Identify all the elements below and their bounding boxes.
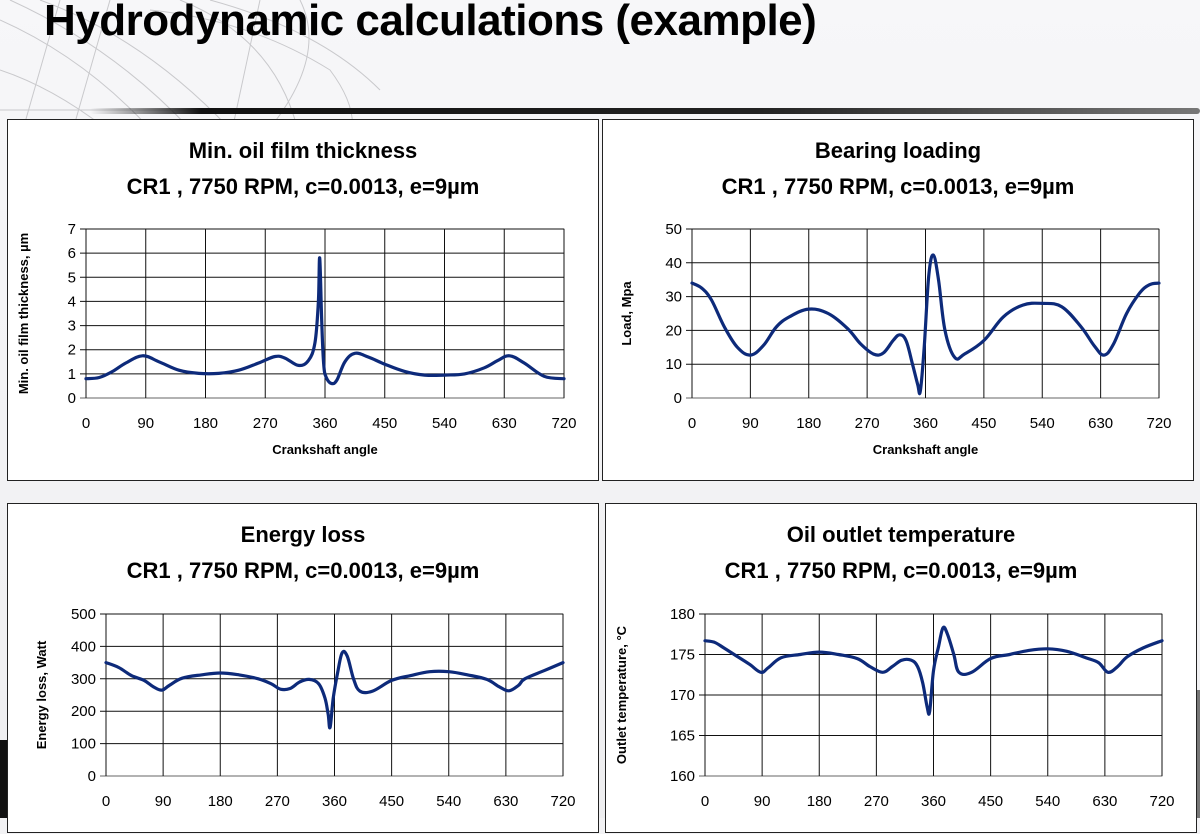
x-tick-label: 630	[493, 793, 518, 810]
x-tick-label: 450	[379, 793, 404, 810]
y-tick-label: 50	[665, 221, 682, 238]
series-line	[703, 625, 1164, 716]
x-tick-label: 180	[193, 415, 218, 432]
x-tick-label: 720	[1149, 793, 1174, 810]
y-tick-label: 500	[71, 606, 96, 623]
chart-panel-outlet-temperature: Oil outlet temperature CR1 , 7750 RPM, c…	[605, 503, 1197, 833]
x-tick-label: 0	[102, 793, 110, 810]
x-tick-label: 0	[82, 415, 90, 432]
x-tick-label: 180	[208, 793, 233, 810]
x-tick-label: 450	[971, 415, 996, 432]
y-tick-label: 0	[68, 390, 76, 407]
x-tick-label: 540	[432, 415, 457, 432]
x-tick-label: 450	[978, 793, 1003, 810]
x-tick-label: 720	[551, 415, 576, 432]
chart-panel-energy-loss: Energy loss CR1 , 7750 RPM, c=0.0013, e=…	[7, 503, 599, 833]
y-tick-label: 175	[670, 647, 695, 664]
chart-subtitle: CR1 , 7750 RPM, c=0.0013, e=9µm	[724, 558, 1078, 583]
x-tick-label: 540	[436, 793, 461, 810]
x-axis-label: Crankshaft angle	[272, 442, 377, 457]
chart-title: Energy loss	[240, 522, 366, 547]
chart-title: Oil outlet temperature	[786, 522, 1016, 547]
y-tick-label: 20	[665, 322, 682, 339]
y-tick-label: 0	[88, 768, 96, 785]
x-tick-label: 180	[807, 793, 832, 810]
y-tick-label: 40	[665, 255, 682, 272]
x-tick-label: 90	[137, 415, 154, 432]
title-divider	[90, 108, 1200, 114]
decorative-wireframe-graphic	[0, 0, 480, 140]
x-tick-label: 450	[372, 415, 397, 432]
x-tick-label: 360	[322, 793, 347, 810]
x-tick-label: 90	[754, 793, 771, 810]
series-line	[104, 649, 565, 730]
x-tick-label: 540	[1035, 793, 1060, 810]
y-tick-label: 3	[68, 318, 76, 335]
y-tick-label: 1	[68, 366, 76, 383]
y-tick-label: 165	[670, 728, 695, 745]
x-tick-label: 540	[1030, 415, 1055, 432]
x-tick-label: 270	[253, 415, 278, 432]
y-axis-label: Load, Mpa	[619, 281, 634, 346]
x-tick-label: 360	[312, 415, 337, 432]
chart-svg: 0 1 2 3 4 5 6 7 0 90 180 270 360 450 540 630 720 Min. oil…	[16, 221, 577, 457]
x-tick-label: 720	[1146, 415, 1171, 432]
y-tick-label: 170	[670, 687, 695, 704]
y-tick-label: 2	[68, 342, 76, 359]
chart-title: Min. oil film thickness	[188, 138, 418, 163]
x-tick-label: 270	[855, 415, 880, 432]
chart-panel-oil-film-thickness: Min. oil film thickness CR1 , 7750 RPM, …	[7, 119, 599, 481]
x-tick-label: 630	[1088, 415, 1113, 432]
chart-svg: 0 100 200 300 400 500 0 90 180 270 360 450 540 630 720…	[34, 606, 576, 810]
y-tick-label: 10	[665, 356, 682, 373]
series-line	[690, 253, 1161, 396]
page-title: Hydrodynamic calculations (example)	[44, 0, 817, 45]
x-tick-label: 90	[155, 793, 172, 810]
background-edge	[0, 740, 8, 818]
y-tick-label: 400	[71, 638, 96, 655]
x-tick-label: 180	[796, 415, 821, 432]
x-tick-label: 90	[742, 415, 759, 432]
chart-subtitle: CR1 , 7750 RPM, c=0.0013, e=9µm	[721, 174, 1075, 199]
chart-svg: 0 10 20 30 40 50 0 90 180 270 360 450 540 630 720 Load,…	[619, 221, 1172, 457]
x-tick-label: 0	[701, 793, 709, 810]
y-tick-label: 6	[68, 245, 76, 262]
y-tick-label: 200	[71, 703, 96, 720]
x-tick-label: 360	[921, 793, 946, 810]
chart-subtitle: CR1 , 7750 RPM, c=0.0013, e=9µm	[126, 558, 480, 583]
series-line	[84, 256, 566, 386]
y-tick-label: 300	[71, 671, 96, 688]
y-tick-label: 4	[68, 293, 76, 310]
y-axis-label: Min. oil film thickness, µm	[16, 233, 31, 394]
x-tick-label: 720	[550, 793, 575, 810]
chart-svg: 160 165 170 175 180 0 90 180 270 360 450 540 630 720 O…	[614, 606, 1175, 810]
chart-subtitle: CR1 , 7750 RPM, c=0.0013, e=9µm	[126, 174, 480, 199]
y-axis-label: Energy loss, Watt	[34, 640, 49, 749]
y-tick-label: 100	[71, 736, 96, 753]
y-tick-label: 160	[670, 768, 695, 785]
x-axis-label: Crankshaft angle	[873, 442, 978, 457]
x-tick-label: 270	[265, 793, 290, 810]
y-tick-label: 5	[68, 269, 76, 286]
x-tick-label: 0	[688, 415, 696, 432]
background-edge	[1196, 690, 1200, 818]
x-tick-label: 630	[1092, 793, 1117, 810]
y-tick-label: 30	[665, 289, 682, 306]
x-tick-label: 270	[864, 793, 889, 810]
x-tick-label: 360	[913, 415, 938, 432]
y-tick-label: 0	[674, 390, 682, 407]
chart-title: Bearing loading	[814, 138, 982, 163]
y-axis-label: Outlet temperature, °C	[614, 625, 629, 764]
y-tick-label: 180	[670, 606, 695, 623]
chart-panel-bearing-loading: Bearing loading CR1 , 7750 RPM, c=0.0013…	[602, 119, 1194, 481]
x-tick-label: 630	[492, 415, 517, 432]
y-tick-label: 7	[68, 221, 76, 238]
